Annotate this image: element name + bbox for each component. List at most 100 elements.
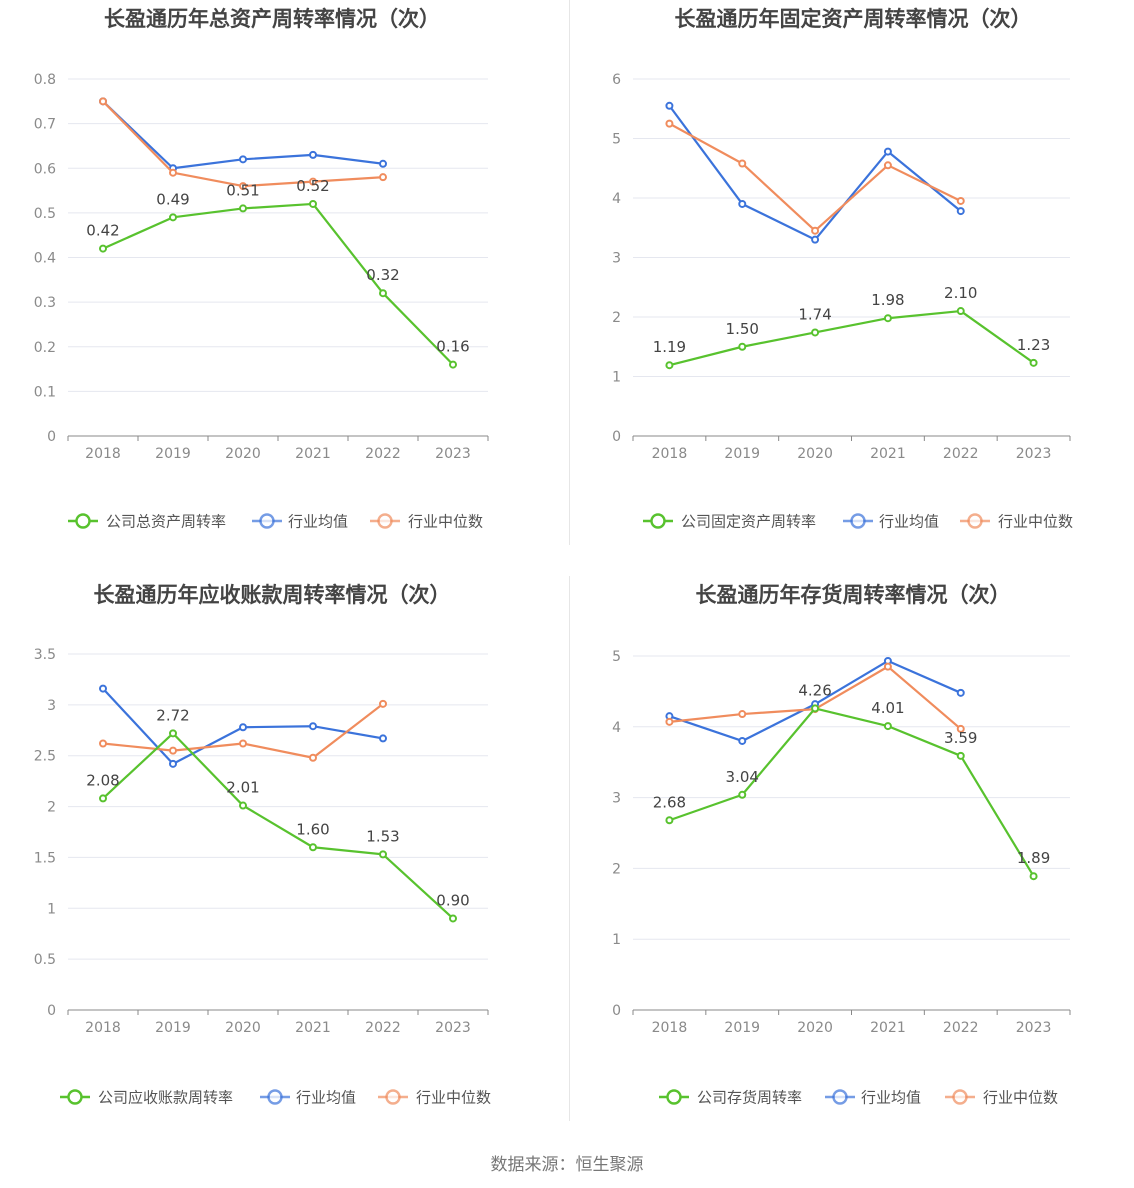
legend-item-label: 公司固定资产周转率 (681, 513, 816, 531)
series-line-company (102, 732, 454, 920)
data-point-company (956, 307, 965, 316)
divider-bottom (569, 576, 570, 1121)
data-point-company (449, 914, 457, 923)
y-tick-label: 0.5 (34, 206, 56, 222)
chart-title: 长盈通历年应收账款周转率情况（次） (94, 583, 451, 607)
x-tick-label: 2019 (724, 1020, 760, 1036)
y-tick-label: 3.5 (34, 647, 56, 663)
data-label: 1.19 (653, 338, 686, 356)
data-point-avg (811, 235, 820, 244)
data-point-median (99, 97, 107, 106)
chart-fixed-asset-turnover: 长盈通历年固定资产周转率情况（次） 0 1 2 3 4 5 6 2018 2019 2020 2021… (567, 0, 1134, 570)
data-label: 2.08 (86, 771, 119, 789)
legend-item-label: 行业中位数 (998, 513, 1073, 531)
data-point-company (883, 314, 892, 323)
y-tick-label: 0.5 (34, 952, 56, 968)
x-tick-label: 2023 (435, 1020, 471, 1036)
x-tick-label: 2019 (724, 446, 760, 462)
legend-swatch-marker (850, 513, 866, 529)
legend-swatch-marker (832, 1089, 848, 1105)
data-point-median (738, 159, 747, 168)
data-point-avg (665, 101, 674, 110)
y-tick-label: 0.4 (34, 251, 56, 267)
y-tick-label: 3 (612, 251, 621, 267)
data-point-company (239, 204, 247, 213)
data-point-company (738, 790, 747, 799)
data-point-company (811, 704, 820, 713)
data-point-company (99, 244, 107, 253)
data-label: 4.01 (871, 699, 904, 717)
x-tick-label: 2020 (225, 1020, 261, 1036)
data-point-avg (309, 150, 317, 159)
x-tick-label: 2021 (870, 446, 906, 462)
y-tick-label: 5 (612, 649, 621, 665)
chart-total-asset-turnover: 长盈通历年总资产周转率情况（次） 0 0.1 0.2 0.3 0.4 0.5 0.6 0.7 0.… (0, 0, 567, 570)
series-line-company (669, 707, 1035, 877)
x-tick-label: 2021 (870, 1020, 906, 1036)
y-tick-label: 6 (612, 72, 621, 88)
data-point-company (309, 199, 317, 208)
legend-item-label: 行业中位数 (983, 1089, 1058, 1107)
data-point-company (1029, 358, 1038, 367)
y-tick-label: 0.6 (34, 161, 56, 177)
y-tick-label: 4 (612, 720, 621, 736)
data-point-company (99, 794, 107, 803)
y-tick-label: 0.8 (34, 72, 56, 88)
data-point-avg (956, 207, 965, 216)
data-point-median (665, 119, 674, 128)
x-tick-label: 2023 (435, 446, 471, 462)
data-label: 0.52 (296, 177, 329, 195)
data-point-median (738, 710, 747, 719)
chart-title: 长盈通历年总资产周转率情况（次） (104, 7, 440, 31)
y-tick-label: 2 (612, 310, 621, 326)
y-tick-label: 0.3 (34, 295, 56, 311)
data-label: 2.10 (944, 284, 977, 302)
data-point-median (956, 724, 965, 733)
x-tick-label: 2018 (652, 1020, 688, 1036)
data-point-avg (239, 723, 247, 732)
data-source-footer: 数据来源：恒生聚源 (490, 1155, 644, 1175)
data-label: 1.50 (726, 320, 759, 338)
data-point-avg (738, 736, 747, 745)
chart-title: 长盈通历年固定资产周转率情况（次） (675, 7, 1032, 31)
legend-swatch-marker (259, 513, 275, 529)
data-point-company (1029, 872, 1038, 881)
chart-svg: 长盈通历年应收账款周转率情况（次） 0 0.5 1 1.5 2 2.5 3 3.5 2018 201… (34, 583, 491, 1107)
data-point-company (956, 751, 965, 760)
series-line-median (102, 100, 384, 188)
data-point-median (883, 662, 892, 671)
data-point-median (665, 717, 674, 726)
data-label: 1.89 (1017, 849, 1050, 867)
data-point-median (379, 699, 387, 708)
data-point-company (738, 342, 747, 351)
y-tick-label: 2 (612, 861, 621, 877)
data-point-avg (738, 199, 747, 208)
x-tick-label: 2019 (155, 446, 191, 462)
data-label: 3.59 (944, 729, 977, 747)
series-line-company (102, 202, 454, 366)
data-label: 2.72 (156, 706, 189, 724)
legend-swatch-marker (67, 1089, 83, 1105)
y-tick-label: 2.5 (34, 749, 56, 765)
x-tick-label: 2020 (225, 446, 261, 462)
x-tick-label: 2022 (943, 446, 979, 462)
y-tick-label: 3 (47, 698, 56, 714)
legend-item-label: 公司存货周转率 (697, 1089, 802, 1107)
y-tick-label: 0.7 (34, 117, 56, 133)
y-tick-label: 0 (47, 429, 56, 445)
data-point-median (309, 753, 317, 762)
legend-swatch-marker (385, 1089, 401, 1105)
data-point-company (665, 816, 674, 825)
data-point-median (239, 739, 247, 748)
x-tick-label: 2018 (85, 1020, 121, 1036)
x-tick-label: 2018 (85, 446, 121, 462)
y-tick-label: 0 (47, 1003, 56, 1019)
legend-swatch-marker (377, 513, 393, 529)
data-label: 2.68 (653, 793, 686, 811)
legend-item-label: 公司应收账款周转率 (98, 1089, 233, 1107)
data-point-median (239, 182, 247, 191)
data-point-avg (883, 147, 892, 156)
data-point-median (379, 173, 387, 182)
x-tick-label: 2022 (365, 446, 401, 462)
y-tick-label: 1.5 (34, 850, 56, 866)
